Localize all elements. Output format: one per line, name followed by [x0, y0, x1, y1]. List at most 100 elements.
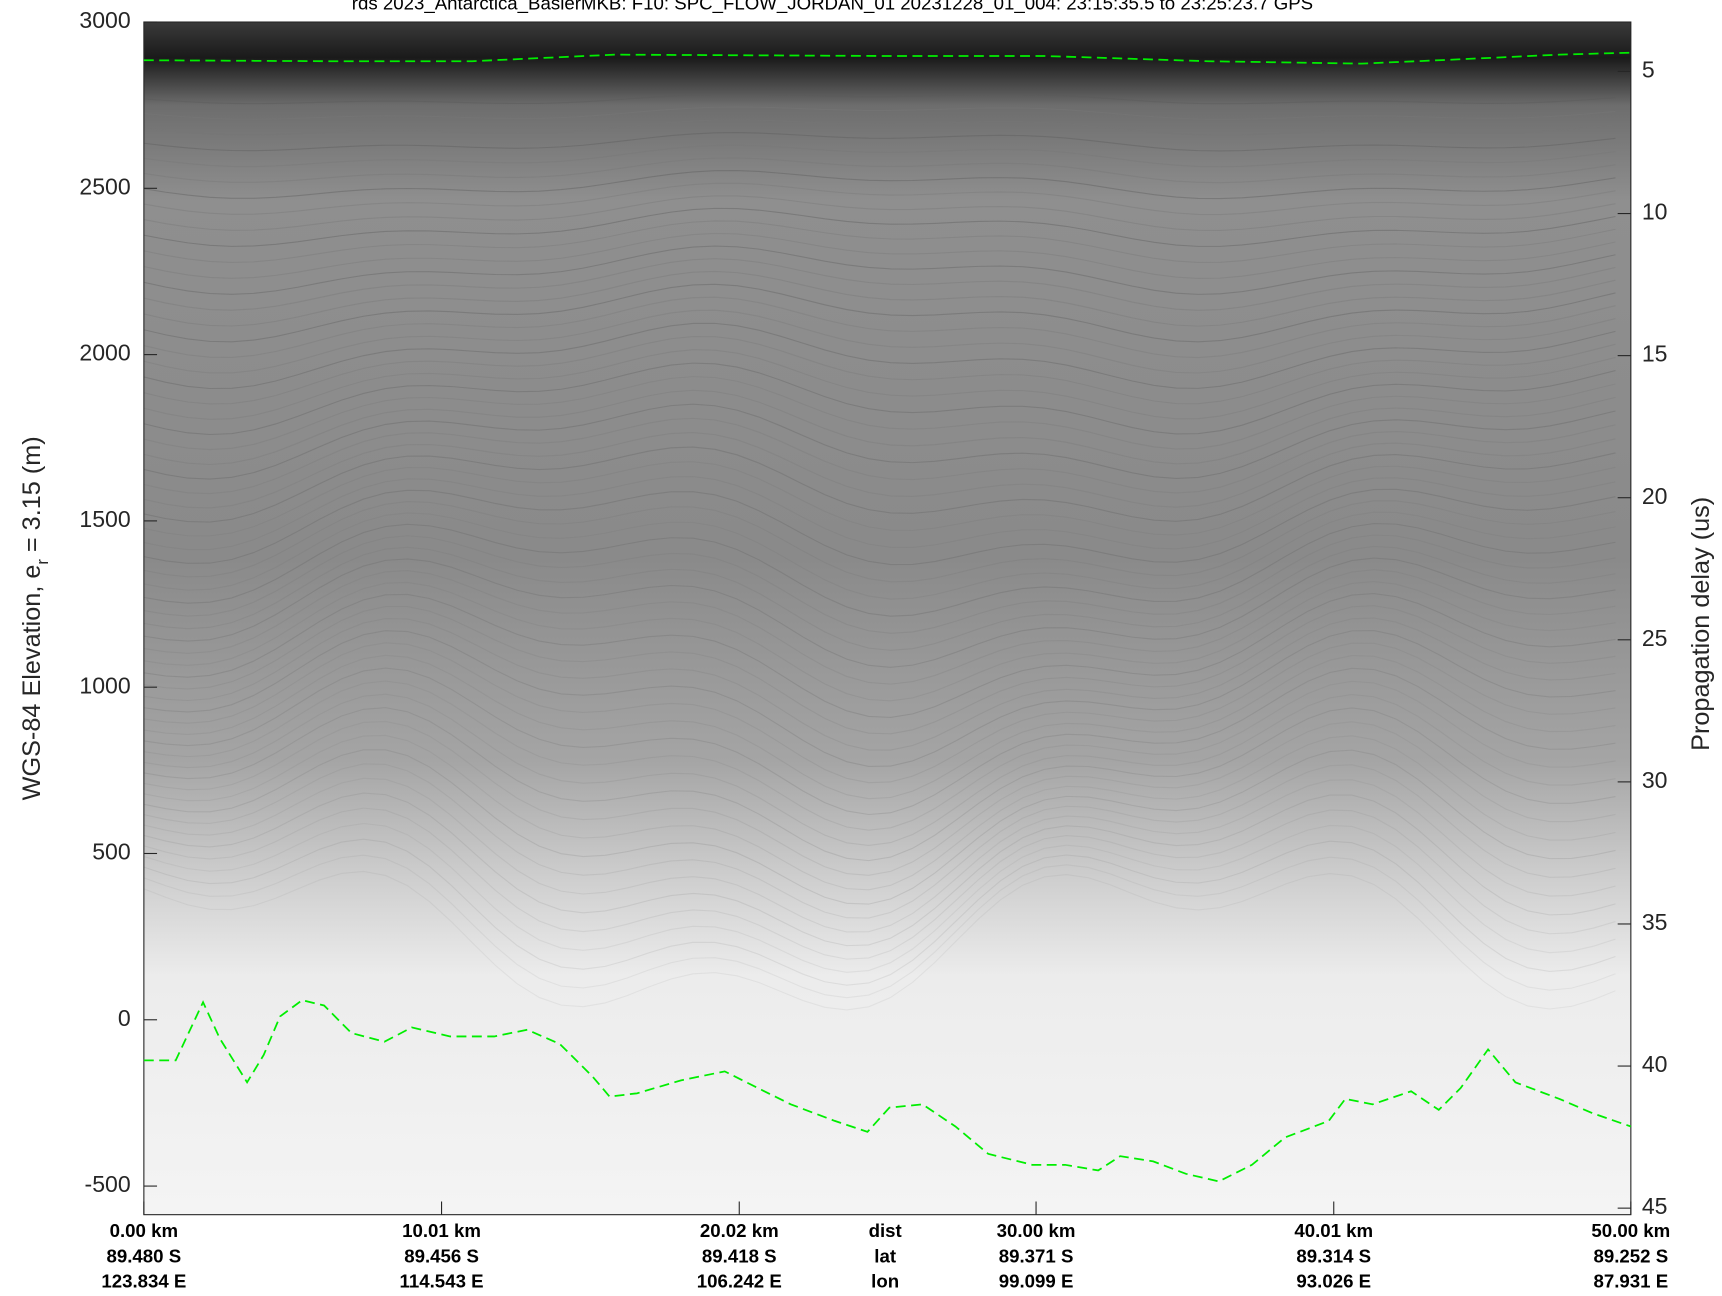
echogram-layer [143, 545, 1616, 651]
echogram-layer [143, 182, 1616, 216]
y2-axis-label: Propagation delay (us) [1687, 497, 1715, 751]
y2-tick-label: 10 [1642, 199, 1668, 225]
echogram-layer [143, 476, 1616, 551]
x-lat-label: 89.371 S [999, 1245, 1074, 1266]
x-tick-label: 30.00 km [997, 1220, 1076, 1241]
echogram-layer [143, 106, 1616, 120]
y2-tick-label: 15 [1642, 341, 1668, 367]
echogram-layer [143, 854, 1616, 999]
echogram-layer [143, 376, 1616, 451]
echogram-layer [143, 335, 1616, 405]
echogram-layer [143, 119, 1616, 136]
echogram-layer [143, 629, 1616, 767]
echogram-layer [143, 870, 1616, 1011]
x-lat-label: 89.456 S [404, 1245, 479, 1266]
echogram-layer [143, 792, 1616, 947]
x-row-header: lat [874, 1245, 896, 1266]
x-row-header: lon [871, 1271, 899, 1292]
echogram-layer [143, 680, 1616, 831]
echogram-layer [143, 93, 1616, 105]
y2-tick-label: 40 [1642, 1051, 1668, 1077]
y2-tick-label: 30 [1642, 767, 1668, 793]
y-tick-label: 2500 [79, 173, 130, 199]
echogram-layer [143, 642, 1616, 784]
y2-tick-label: 25 [1642, 625, 1668, 651]
echogram-layer [143, 763, 1616, 919]
echogram-layer [143, 605, 1616, 735]
echogram-layer [143, 654, 1616, 800]
echogram-layer [143, 693, 1616, 847]
echogram-layer [143, 389, 1616, 466]
echogram-layer [143, 523, 1616, 617]
y-tick-label: 500 [92, 839, 130, 865]
x-lon-label: 106.242 E [697, 1271, 782, 1292]
echogram-layer [143, 322, 1616, 390]
x-lat-label: 89.252 S [1593, 1245, 1668, 1266]
echogram-layer [143, 557, 1616, 668]
y-axis-label-part: = 3.15 (m) [18, 436, 46, 559]
x-tick-label: 0.00 km [110, 1220, 178, 1241]
y-axis-label: WGS-84 Elevation, er = 3.15 (m) [18, 436, 53, 800]
y-tick-label: 1000 [79, 672, 130, 698]
echogram-layer [143, 403, 1616, 480]
echogram-layer [143, 667, 1616, 816]
y-tick-label: 0 [118, 1005, 131, 1031]
echogram-layer [143, 617, 1616, 751]
echogram-layer [143, 488, 1616, 566]
y-tick-label: 1500 [79, 506, 130, 532]
y-axis-label-subscript: r [34, 559, 52, 565]
x-lat-label: 89.480 S [107, 1245, 182, 1266]
echogram-layer [143, 170, 1616, 200]
echogram-layer [143, 734, 1616, 891]
echogram-layer [143, 349, 1616, 420]
echogram-layer [143, 258, 1616, 311]
y-tick-label: -500 [85, 1171, 131, 1197]
y-axis-label-part: WGS-84 Elevation, e [18, 565, 46, 801]
echogram-layer [143, 431, 1616, 509]
x-lat-label: 89.418 S [702, 1245, 777, 1266]
x-lon-label: 123.834 E [101, 1271, 186, 1292]
echogram-layer [143, 500, 1616, 583]
echogram-layer [143, 207, 1616, 247]
x-tick-label: 40.01 km [1294, 1220, 1373, 1241]
echogram [143, 22, 1631, 1215]
plot-frame [143, 21, 1632, 1216]
y2-tick-label: 5 [1642, 57, 1655, 83]
echogram-layer [143, 592, 1616, 718]
y-tick-label: 3000 [79, 7, 130, 33]
layer-pick [143, 51, 1631, 65]
echogram-layer [143, 534, 1616, 634]
echogram-layer [143, 807, 1616, 960]
echogram-layer [143, 720, 1616, 876]
echogram-layer [143, 446, 1616, 523]
y-tick-label: 2000 [79, 340, 130, 366]
x-lon-label: 93.026 E [1296, 1271, 1371, 1292]
x-tick-label: 20.02 km [700, 1220, 779, 1241]
x-tick-label: 50.00 km [1591, 1220, 1670, 1241]
y2-tick-label: 45 [1642, 1193, 1668, 1219]
x-lon-label: 114.543 E [400, 1271, 484, 1292]
echogram-layer [143, 220, 1616, 263]
echogram-layer [143, 461, 1616, 537]
echogram-layer [143, 245, 1616, 295]
echogram-layer [143, 417, 1616, 495]
echogram-layer [143, 569, 1616, 685]
echogram-layer [143, 822, 1616, 973]
echogram-layer [143, 777, 1616, 933]
echogram-layer [143, 157, 1616, 184]
echogram-layer [143, 581, 1616, 702]
echogram-layer [143, 144, 1616, 168]
echogram-layer [143, 195, 1616, 232]
echogram-layer [143, 749, 1616, 905]
y2-tick-label: 35 [1642, 909, 1668, 935]
echogram-layer [143, 362, 1616, 436]
echogram-layer [143, 511, 1616, 600]
echogram-layer [143, 232, 1616, 280]
chart-title: rds 2023_Antarctica_BaslerMKB: F10: SPC_… [352, 0, 1313, 14]
x-lat-label: 89.314 S [1296, 1245, 1371, 1266]
echogram-layer [143, 309, 1616, 374]
x-lon-label: 87.931 E [1593, 1271, 1668, 1292]
echogram-layer [143, 132, 1616, 152]
